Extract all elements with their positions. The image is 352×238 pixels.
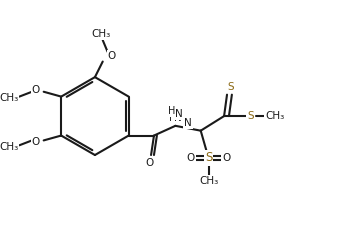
Text: S: S <box>228 82 234 92</box>
Text: O: O <box>32 137 40 147</box>
Text: N: N <box>175 113 182 123</box>
Text: O: O <box>145 158 153 168</box>
Text: O: O <box>187 153 195 163</box>
Text: S: S <box>247 111 254 121</box>
Text: CH₃: CH₃ <box>0 142 18 152</box>
Text: N: N <box>175 109 183 119</box>
Text: O: O <box>222 153 230 163</box>
Text: O: O <box>108 51 116 61</box>
Text: CH₃: CH₃ <box>91 29 111 39</box>
Text: CH₃: CH₃ <box>199 176 218 186</box>
Text: S: S <box>205 151 212 164</box>
Text: CH₃: CH₃ <box>265 111 284 121</box>
Text: H: H <box>169 113 176 123</box>
Text: H: H <box>168 106 175 116</box>
Text: N: N <box>184 118 192 128</box>
Text: O: O <box>32 85 40 95</box>
Text: CH₃: CH₃ <box>0 93 18 103</box>
